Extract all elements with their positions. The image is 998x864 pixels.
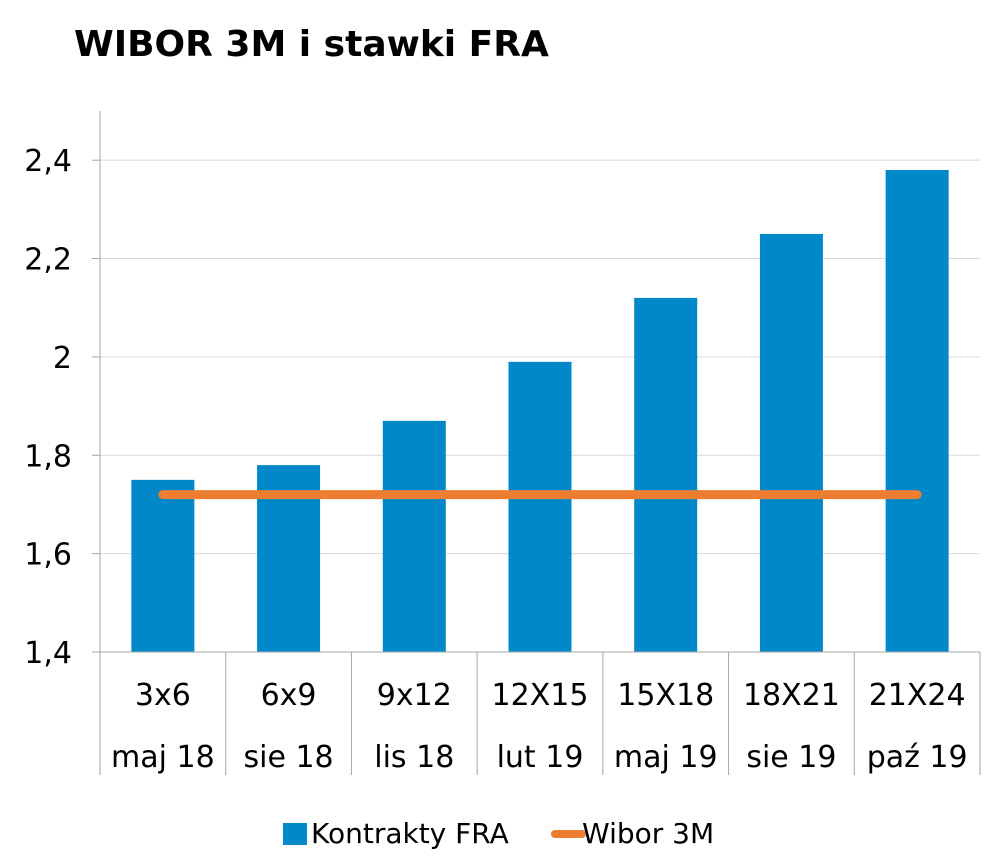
x-tick-label-contract: 3x6 (135, 678, 191, 713)
y-tick-label: 1,8 (24, 439, 72, 474)
x-tick-label-contract: 9x12 (377, 678, 452, 713)
axes: 1,4 1,6 1,8 2 2,2 2,4 3x6 maj 18 6x9 sie 18 9x12 li… (24, 111, 980, 775)
x-tick-label-contract: 6x9 (261, 678, 317, 713)
x-tick-label-contract: 21X24 (869, 678, 966, 713)
y-tick-label: 2 (53, 341, 72, 376)
x-tick-label-month: sie 19 (746, 740, 836, 775)
bar-9x12 (383, 421, 446, 652)
x-tick-label-month: sie 18 (244, 740, 334, 775)
bar-series (131, 170, 948, 652)
x-tick-label-month: maj 18 (111, 740, 215, 775)
y-tick-label: 2,2 (24, 243, 72, 278)
legend-label-kontrakty-fra: Kontrakty FRA (311, 817, 509, 850)
x-tick-label-month: lut 19 (497, 740, 584, 775)
legend: Kontrakty FRA Wibor 3M (283, 817, 714, 850)
y-tick-label: 1,4 (24, 636, 72, 671)
legend-swatch-bar (283, 823, 307, 845)
x-tick-label-contract: 12X15 (492, 678, 589, 713)
chart-title: WIBOR 3M i stawki FRA (74, 24, 549, 65)
x-tick-label-month: maj 19 (614, 740, 718, 775)
bar-12X15 (509, 362, 572, 652)
x-tick-label-contract: 15X18 (617, 678, 714, 713)
bar-21X24 (886, 170, 949, 652)
legend-label-wibor-3m: Wibor 3M (582, 817, 714, 850)
x-tick-label-contract: 18X21 (743, 678, 840, 713)
bar-3x6 (131, 480, 194, 652)
x-tick-label-month: lis 18 (374, 740, 454, 775)
bar-18X21 (760, 234, 823, 652)
bar-15X18 (634, 298, 697, 652)
y-tick-label: 1,6 (24, 538, 72, 573)
x-tick-label-month: paź 19 (867, 740, 968, 775)
y-tick-label: 2,4 (24, 144, 72, 179)
